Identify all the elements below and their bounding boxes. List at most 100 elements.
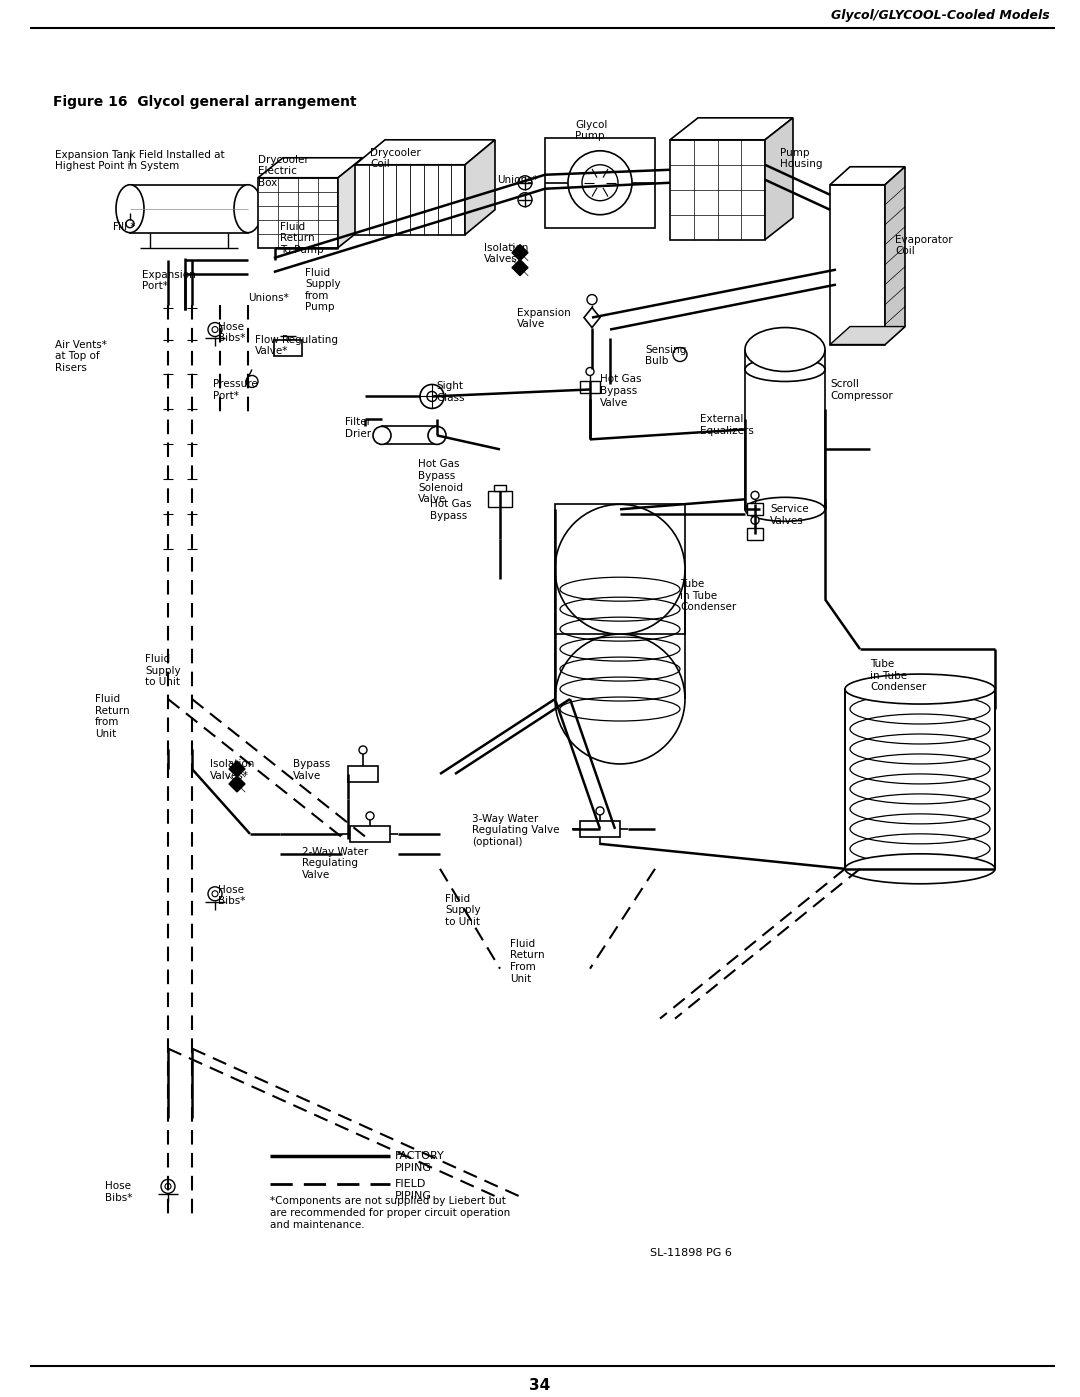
Polygon shape xyxy=(831,327,905,345)
Text: 34: 34 xyxy=(529,1377,551,1393)
Text: Pressure
Port*: Pressure Port* xyxy=(213,380,258,401)
Bar xyxy=(494,485,507,492)
Circle shape xyxy=(588,295,597,305)
Polygon shape xyxy=(765,117,793,240)
Bar xyxy=(745,369,825,510)
Polygon shape xyxy=(350,826,390,842)
Ellipse shape xyxy=(845,675,995,704)
Text: Sensing
Bulb: Sensing Bulb xyxy=(645,345,687,366)
Text: Glycol
Pump: Glycol Pump xyxy=(575,120,607,141)
Text: Isolation
Valves*: Isolation Valves* xyxy=(210,759,255,781)
Text: External
Equalizers: External Equalizers xyxy=(700,415,754,436)
Ellipse shape xyxy=(555,504,685,634)
Circle shape xyxy=(582,165,618,201)
Text: 3-Way Water
Regulating Valve
(optional): 3-Way Water Regulating Valve (optional) xyxy=(472,814,559,847)
Bar xyxy=(130,184,248,233)
Polygon shape xyxy=(512,260,528,275)
Polygon shape xyxy=(355,165,465,235)
Circle shape xyxy=(518,176,532,190)
Bar xyxy=(747,528,762,541)
Ellipse shape xyxy=(745,358,825,381)
Circle shape xyxy=(208,323,222,337)
Polygon shape xyxy=(229,761,245,777)
Text: *Components are not supplied by Liebert but
are recommended for proper circuit o: *Components are not supplied by Liebert … xyxy=(270,1196,510,1229)
Bar xyxy=(545,138,654,228)
Ellipse shape xyxy=(745,327,825,372)
Circle shape xyxy=(518,193,532,207)
Bar xyxy=(274,339,302,355)
Text: Service
Valves: Service Valves xyxy=(770,504,809,525)
Text: Fluid
Return
from
Unit: Fluid Return from Unit xyxy=(95,694,130,739)
Text: FIELD
PIPING: FIELD PIPING xyxy=(395,1179,432,1201)
Text: FACTORY
PIPING: FACTORY PIPING xyxy=(395,1151,445,1173)
Text: Expansion Tank Field Installed at
Highest Point in System: Expansion Tank Field Installed at Highes… xyxy=(55,149,225,172)
Text: Fluid
Supply
to Unit: Fluid Supply to Unit xyxy=(145,654,180,687)
Text: Expansion
Port*: Expansion Port* xyxy=(141,270,195,291)
Bar xyxy=(488,492,512,507)
Text: 2-Way Water
Regulating
Valve: 2-Way Water Regulating Valve xyxy=(302,847,368,880)
Text: Sight
Glass: Sight Glass xyxy=(436,381,464,404)
Text: Flow Regulating
Valve*: Flow Regulating Valve* xyxy=(255,334,338,356)
Ellipse shape xyxy=(373,426,391,444)
Circle shape xyxy=(568,151,632,215)
Polygon shape xyxy=(338,158,363,247)
Text: SL-11898 PG 6: SL-11898 PG 6 xyxy=(650,1249,732,1259)
Polygon shape xyxy=(885,166,905,345)
Text: Fluid
Supply
to Unit: Fluid Supply to Unit xyxy=(445,894,481,928)
Circle shape xyxy=(751,517,759,524)
Text: Fluid
Return
From
Unit: Fluid Return From Unit xyxy=(510,939,544,983)
Circle shape xyxy=(586,367,594,376)
Bar xyxy=(348,766,378,782)
Polygon shape xyxy=(831,184,885,345)
Text: Unions*: Unions* xyxy=(497,175,538,184)
Text: Scroll
Compressor: Scroll Compressor xyxy=(831,380,893,401)
Circle shape xyxy=(596,807,604,814)
Circle shape xyxy=(751,492,759,499)
Circle shape xyxy=(246,376,258,387)
Bar xyxy=(845,689,995,869)
Circle shape xyxy=(359,746,367,754)
Circle shape xyxy=(420,384,444,408)
Text: Drycooler
Electric
Box: Drycooler Electric Box xyxy=(258,155,309,189)
Polygon shape xyxy=(258,158,363,177)
Ellipse shape xyxy=(745,497,825,521)
Bar xyxy=(382,426,437,444)
Polygon shape xyxy=(355,140,495,165)
Text: Fluid
Supply
from
Pump: Fluid Supply from Pump xyxy=(305,268,340,313)
Text: Pump
Housing: Pump Housing xyxy=(780,148,823,169)
Polygon shape xyxy=(580,821,620,837)
Polygon shape xyxy=(831,166,905,184)
Ellipse shape xyxy=(428,426,446,444)
Ellipse shape xyxy=(234,184,262,233)
Polygon shape xyxy=(229,775,245,792)
Ellipse shape xyxy=(116,184,144,233)
Text: Fill *: Fill * xyxy=(113,222,135,232)
Text: Hose
Bibs*: Hose Bibs* xyxy=(105,1182,133,1203)
Polygon shape xyxy=(670,117,793,140)
Text: Unions*: Unions* xyxy=(248,292,288,303)
Text: Hose
Bibs*: Hose Bibs* xyxy=(218,321,245,344)
Text: Bypass
Valve: Bypass Valve xyxy=(293,759,330,781)
Text: Hot Gas
Bypass
Valve: Hot Gas Bypass Valve xyxy=(600,374,642,408)
Text: Isolation
Valves*: Isolation Valves* xyxy=(484,243,528,264)
Ellipse shape xyxy=(555,634,685,764)
Circle shape xyxy=(208,887,222,901)
Text: Drycooler
Coil: Drycooler Coil xyxy=(370,148,421,169)
Bar xyxy=(555,504,685,634)
Ellipse shape xyxy=(845,854,995,884)
Polygon shape xyxy=(512,244,528,261)
Text: Tube
in Tube
Condenser: Tube in Tube Condenser xyxy=(870,659,927,693)
Bar xyxy=(747,503,762,515)
Text: Figure 16  Glycol general arrangement: Figure 16 Glycol general arrangement xyxy=(53,95,356,109)
Circle shape xyxy=(673,348,687,362)
Text: Hose
Bibs*: Hose Bibs* xyxy=(218,884,245,907)
Circle shape xyxy=(126,219,134,228)
Bar xyxy=(580,381,600,394)
Text: Evaporator
Coil: Evaporator Coil xyxy=(895,235,953,256)
Text: Fluid
Return
To Pump: Fluid Return To Pump xyxy=(280,222,324,254)
Bar xyxy=(670,140,765,240)
Circle shape xyxy=(366,812,374,820)
Text: Hot Gas
Bypass: Hot Gas Bypass xyxy=(430,499,472,521)
Text: Tube
in Tube
Condenser: Tube in Tube Condenser xyxy=(680,580,737,612)
Circle shape xyxy=(161,1179,175,1193)
